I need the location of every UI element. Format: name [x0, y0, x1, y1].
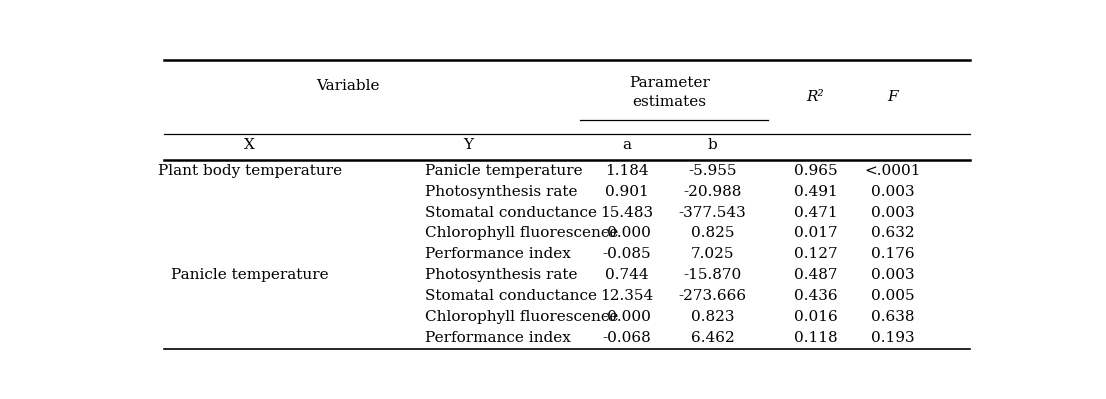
Text: Parameter: Parameter [629, 76, 710, 90]
Text: -273.666: -273.666 [678, 290, 747, 304]
Text: 0.632: 0.632 [870, 227, 915, 241]
Text: -5.955: -5.955 [688, 164, 737, 178]
Text: 0.127: 0.127 [794, 247, 837, 261]
Text: -20.988: -20.988 [684, 184, 742, 199]
Text: -377.543: -377.543 [679, 205, 747, 219]
Text: R²: R² [806, 90, 824, 104]
Text: 0.471: 0.471 [794, 205, 837, 219]
Text: 0.638: 0.638 [870, 310, 915, 324]
Text: 0.901: 0.901 [605, 184, 649, 199]
Text: F: F [887, 90, 898, 104]
Text: -0.085: -0.085 [603, 247, 651, 261]
Text: -15.870: -15.870 [684, 269, 742, 282]
Text: 0.176: 0.176 [870, 247, 915, 261]
Text: 12.354: 12.354 [601, 290, 654, 304]
Text: 0.744: 0.744 [605, 269, 648, 282]
Text: Plant body temperature: Plant body temperature [158, 164, 342, 178]
Text: 0.003: 0.003 [870, 205, 915, 219]
Text: Photosynthesis rate: Photosynthesis rate [426, 184, 578, 199]
Text: b: b [708, 138, 718, 152]
Text: Panicle temperature: Panicle temperature [426, 164, 583, 178]
Text: -0.068: -0.068 [603, 332, 651, 346]
Text: 1.184: 1.184 [605, 164, 648, 178]
Text: <.0001: <.0001 [864, 164, 921, 178]
Text: 0.017: 0.017 [794, 227, 837, 241]
Text: Stomatal conductance: Stomatal conductance [426, 205, 597, 219]
Text: 0.965: 0.965 [794, 164, 837, 178]
Text: -0.000: -0.000 [603, 227, 651, 241]
Text: 0.193: 0.193 [870, 332, 915, 346]
Text: 15.483: 15.483 [601, 205, 654, 219]
Text: 0.491: 0.491 [793, 184, 837, 199]
Text: -0.000: -0.000 [603, 310, 651, 324]
Text: 0.436: 0.436 [794, 290, 837, 304]
Text: 0.005: 0.005 [870, 290, 915, 304]
Text: Variable: Variable [316, 79, 380, 93]
Text: a: a [623, 138, 632, 152]
Text: X: X [244, 138, 255, 152]
Text: Performance index: Performance index [426, 332, 572, 346]
Text: 7.025: 7.025 [691, 247, 734, 261]
Text: Chlorophyll fluorescence: Chlorophyll fluorescence [426, 310, 618, 324]
Text: 0.003: 0.003 [870, 269, 915, 282]
Text: 0.823: 0.823 [691, 310, 734, 324]
Text: 0.118: 0.118 [794, 332, 837, 346]
Text: Panicle temperature: Panicle temperature [170, 269, 328, 282]
Text: 0.016: 0.016 [793, 310, 837, 324]
Text: 6.462: 6.462 [690, 332, 734, 346]
Text: Photosynthesis rate: Photosynthesis rate [426, 269, 578, 282]
Text: 0.487: 0.487 [794, 269, 837, 282]
Text: Y: Y [463, 138, 473, 152]
Text: Chlorophyll fluorescence: Chlorophyll fluorescence [426, 227, 618, 241]
Text: 0.003: 0.003 [870, 184, 915, 199]
Text: 0.825: 0.825 [691, 227, 734, 241]
Text: Performance index: Performance index [426, 247, 572, 261]
Text: estimates: estimates [633, 95, 707, 109]
Text: Stomatal conductance: Stomatal conductance [426, 290, 597, 304]
